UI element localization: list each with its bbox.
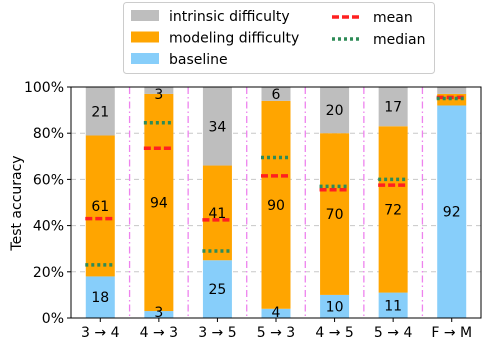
x-tick-label: 3 → 5	[198, 325, 236, 339]
legend-swatch	[131, 53, 159, 64]
x-tick-label: 4 → 3	[140, 325, 178, 339]
category-separators	[128, 87, 424, 318]
bar-value-label: 94	[150, 196, 168, 212]
legend-box	[123, 2, 435, 74]
bar-value-label: 4	[272, 305, 281, 321]
bar-segment	[261, 308, 291, 318]
bar-value-label: 90	[267, 198, 285, 214]
bar-value-labels: 18 61 21 3 94 3 25 41 34 4 90 6 10 70 20 11 72 17 92	[91, 87, 460, 321]
bar-value-label: 3	[154, 87, 163, 103]
bar-value-label: 18	[91, 290, 109, 306]
bar-value-label: 92	[443, 205, 461, 221]
bar-value-label: 17	[384, 100, 402, 116]
legend-label: median	[373, 32, 425, 48]
bar-segment	[144, 93, 174, 312]
bar-value-label: 11	[384, 298, 402, 314]
stat-markers	[85, 95, 467, 267]
bar-segment	[261, 87, 291, 101]
y-tick-label: 80%	[33, 126, 64, 142]
bar-value-label: 25	[209, 282, 227, 298]
x-tick-label: 5 → 3	[257, 325, 295, 339]
x-tick-label: 5 → 4	[374, 325, 413, 339]
bar-segment	[437, 87, 467, 94]
bar-segment	[85, 87, 115, 136]
bar-segment	[202, 87, 232, 166]
legend-label: baseline	[169, 52, 228, 68]
bar-value-label: 61	[91, 199, 109, 215]
y-tick-label: 20%	[33, 265, 64, 281]
y-tick-label: 60%	[33, 172, 64, 188]
bar-value-label: 72	[384, 202, 402, 218]
bar-value-label: 20	[326, 103, 344, 119]
y-axis: 0% 20% 40% 60% 80% 100%	[24, 80, 71, 327]
y-axis-label: Test accuracy	[9, 155, 25, 251]
x-tick-label: F → M	[431, 325, 472, 339]
bar-segment	[320, 294, 350, 318]
bar-value-label: 21	[91, 104, 109, 120]
legend-swatch	[131, 10, 159, 21]
bar-value-label: 41	[209, 206, 227, 222]
y-tick-label: 0%	[42, 311, 64, 327]
legend-swatch	[131, 31, 159, 43]
bar-value-label: 3	[154, 305, 163, 321]
legend-label: intrinsic difficulty	[169, 9, 290, 25]
bar-value-label: 34	[209, 119, 227, 135]
bar-segment	[202, 260, 232, 318]
legend-label: modeling difficulty	[169, 31, 299, 47]
bars	[85, 87, 467, 318]
bar-segment	[320, 87, 350, 134]
x-axis: 3 → 4 4 → 3 3 → 5 5 → 3 4 → 5 5 → 4 F → M	[81, 318, 472, 339]
bar-segment	[378, 126, 408, 293]
bar-segment	[202, 165, 232, 261]
bar-segment	[85, 276, 115, 318]
legend: intrinsic difficulty modeling difficulty b…	[123, 2, 435, 74]
bar-segment	[378, 87, 408, 127]
bar-segment	[261, 100, 291, 309]
bar-segment	[320, 133, 350, 295]
bar-segment	[437, 105, 467, 318]
bar-value-label: 10	[326, 299, 344, 315]
y-tick-label: 40%	[33, 219, 64, 235]
legend-label: mean	[373, 10, 413, 26]
bar-segment	[144, 87, 174, 94]
bar-segment	[378, 292, 408, 318]
x-tick-label: 4 → 5	[315, 325, 353, 339]
x-tick-label: 3 → 4	[81, 325, 120, 339]
bar-segment	[144, 311, 174, 318]
y-tick-label: 100%	[24, 80, 64, 96]
bar-value-label: 70	[326, 207, 344, 223]
bar-segment	[85, 135, 115, 277]
bar-value-label: 6	[272, 87, 281, 103]
